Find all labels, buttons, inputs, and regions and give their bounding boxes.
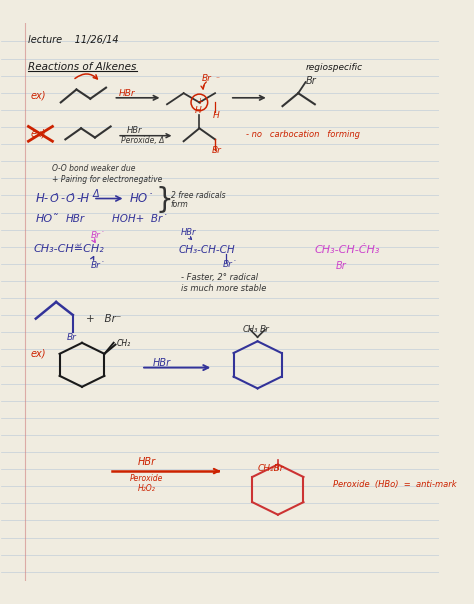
Text: Br: Br	[67, 333, 77, 342]
Text: O-O bond weaker due: O-O bond weaker due	[52, 164, 135, 173]
Text: HBr: HBr	[181, 228, 196, 237]
Text: is much more stable: is much more stable	[181, 284, 266, 293]
Text: CH₂: CH₂	[117, 339, 130, 348]
Text: Peroxide: Peroxide	[130, 474, 164, 483]
Text: CH₃: CH₃	[243, 325, 258, 334]
Text: HBr: HBr	[119, 89, 136, 98]
Text: CH₂Br: CH₂Br	[257, 464, 284, 473]
Text: H: H	[195, 106, 201, 115]
Text: HO˙: HO˙	[130, 192, 154, 205]
Text: ⁻: ⁻	[215, 74, 219, 83]
Text: regiospecific: regiospecific	[306, 63, 363, 72]
Text: CH₃-CH≝CH₂: CH₃-CH≝CH₂	[33, 245, 104, 254]
Text: CH₃-CH-ĊH₃: CH₃-CH-ĊH₃	[315, 245, 380, 255]
Text: -H: -H	[76, 192, 90, 205]
Text: Peroxide, Δ: Peroxide, Δ	[121, 136, 164, 145]
Text: HBr: HBr	[137, 457, 155, 467]
Text: form: form	[171, 201, 189, 210]
Text: Br: Br	[202, 74, 212, 83]
Text: - no   carbocation   forming: - no carbocation forming	[246, 130, 360, 140]
Text: Peroxide  (HBo)  =  anti-mark: Peroxide (HBo) = anti-mark	[333, 480, 457, 489]
Text: lecture    11/26/14: lecture 11/26/14	[28, 34, 119, 45]
Text: HO˜: HO˜	[36, 214, 59, 224]
Text: Br: Br	[306, 76, 316, 86]
Text: ex): ex)	[30, 90, 46, 100]
Text: H₂O₂: H₂O₂	[137, 484, 155, 493]
Text: HBr: HBr	[65, 214, 84, 224]
Text: Ô: Ô	[65, 193, 74, 204]
Text: HOH+  Br˙: HOH+ Br˙	[111, 214, 167, 224]
Text: Δ: Δ	[93, 189, 100, 199]
Text: Ô: Ô	[50, 193, 58, 204]
Text: +   Br⁻: + Br⁻	[86, 313, 121, 324]
Text: Br˙: Br˙	[222, 260, 237, 269]
Text: Br˙: Br˙	[91, 262, 106, 271]
Text: Br: Br	[336, 261, 347, 271]
Text: +: +	[197, 97, 203, 106]
Text: Br: Br	[211, 146, 221, 155]
Text: ex): ex)	[30, 129, 46, 139]
Text: - Faster, 2° radical: - Faster, 2° radical	[181, 272, 258, 281]
Text: H-: H-	[36, 192, 49, 205]
Text: Reactions of Alkenes: Reactions of Alkenes	[28, 62, 137, 72]
Text: -: -	[61, 193, 65, 204]
Text: HBr: HBr	[153, 358, 171, 368]
Text: Br˙: Br˙	[91, 231, 106, 240]
Text: }: }	[156, 187, 173, 214]
Text: HBr: HBr	[127, 126, 142, 135]
Text: 2 free radicals: 2 free radicals	[171, 191, 225, 201]
Text: + Pairing for electronegative: + Pairing for electronegative	[52, 175, 162, 184]
Text: ex): ex)	[30, 349, 46, 359]
Text: H: H	[213, 111, 220, 120]
Text: Br: Br	[259, 325, 269, 334]
Text: CH₃-CH-CH: CH₃-CH-CH	[178, 245, 235, 255]
